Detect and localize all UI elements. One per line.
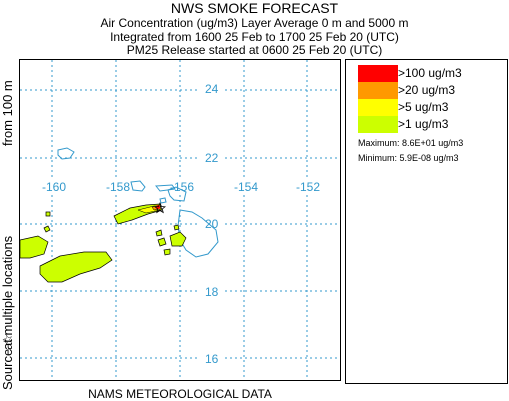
- lon-label-154: -154: [234, 180, 258, 194]
- map-panel[interactable]: 24 22 20 18 16 -160 -158 -156 -154 -152: [19, 59, 341, 381]
- legend-swatch-orange: [358, 82, 398, 99]
- island-maui: [167, 186, 187, 202]
- smoke-plume-maui: [155, 224, 187, 256]
- legend-item-5: >5 ug/m3: [358, 99, 508, 116]
- legend-swatch-red: [358, 65, 398, 82]
- lon-label-156: -156: [170, 180, 194, 194]
- lat-label-24: 24: [205, 82, 219, 96]
- release-subtitle: PM25 Release started at 0600 25 Feb 20 (…: [126, 43, 383, 57]
- lat-label-20: 20: [205, 217, 219, 231]
- legend-item-1: >1 ug/m3: [358, 116, 508, 133]
- lon-label-160: -160: [42, 180, 66, 194]
- lon-label-152: -152: [296, 180, 320, 194]
- data-source-footer: NAMS METEOROLOGICAL DATA: [88, 387, 272, 401]
- lon-label-158: -158: [106, 180, 130, 194]
- legend-label-1: >1 ug/m3: [398, 117, 449, 131]
- graticule: [20, 60, 340, 380]
- side-label: from 100 m at multiple locations Source …: [0, 60, 20, 390]
- height-label: from 100 m: [0, 80, 15, 146]
- island-kauai: [57, 147, 75, 160]
- legend-label-20: >20 ug/m3: [398, 83, 456, 97]
- concentration-subtitle: Air Concentration (ug/m3) Layer Average …: [100, 16, 409, 30]
- minimum-value: Minimum: 5.9E-08 ug/m3: [358, 153, 459, 163]
- island-oahu: [130, 180, 146, 192]
- legend-item-20: >20 ug/m3: [358, 82, 508, 99]
- legend-item-100: >100 ug/m3: [358, 65, 508, 82]
- legend-swatch-lime: [358, 116, 398, 133]
- island-lanai: [159, 197, 167, 204]
- map-canvas: 24 22 20 18 16 -160 -158 -156 -154 -152: [20, 60, 340, 380]
- map-title: NWS SMOKE FORECAST: [170, 0, 339, 16]
- lat-label-22: 22: [205, 151, 219, 165]
- source-label: Source ☆: [0, 333, 15, 390]
- legend: >100 ug/m3 >20 ug/m3 >5 ug/m3 >1 ug/m3 M…: [345, 59, 508, 384]
- legend-swatch-yellow: [358, 99, 398, 116]
- legend-label-5: >5 ug/m3: [398, 100, 449, 114]
- source-star-icon: [153, 201, 167, 214]
- lat-label-18: 18: [205, 285, 219, 299]
- maximum-value: Maximum: 8.6E+01 ug/m3: [358, 138, 464, 148]
- coastlines: [57, 147, 219, 258]
- legend-label-100: >100 ug/m3: [398, 66, 462, 80]
- island-molokai: [155, 184, 176, 192]
- smoke-plume-west: [20, 211, 113, 283]
- lat-label-16: 16: [205, 352, 219, 366]
- integration-subtitle: Integrated from 1600 25 Feb to 1700 25 F…: [110, 30, 399, 44]
